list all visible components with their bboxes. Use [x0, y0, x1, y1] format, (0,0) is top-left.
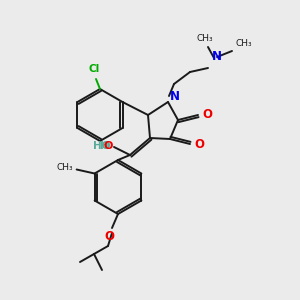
Text: CH₃: CH₃: [197, 34, 213, 43]
Text: O: O: [104, 230, 114, 243]
Text: Cl: Cl: [88, 64, 100, 74]
Text: CH₃: CH₃: [57, 163, 74, 172]
Text: H: H: [100, 141, 109, 151]
Text: O: O: [103, 141, 113, 151]
Text: O: O: [202, 109, 212, 122]
Text: O: O: [194, 137, 204, 151]
Text: HO: HO: [94, 141, 111, 151]
Text: CH₃: CH₃: [235, 39, 252, 48]
Text: N: N: [212, 50, 222, 63]
Text: N: N: [170, 91, 180, 103]
